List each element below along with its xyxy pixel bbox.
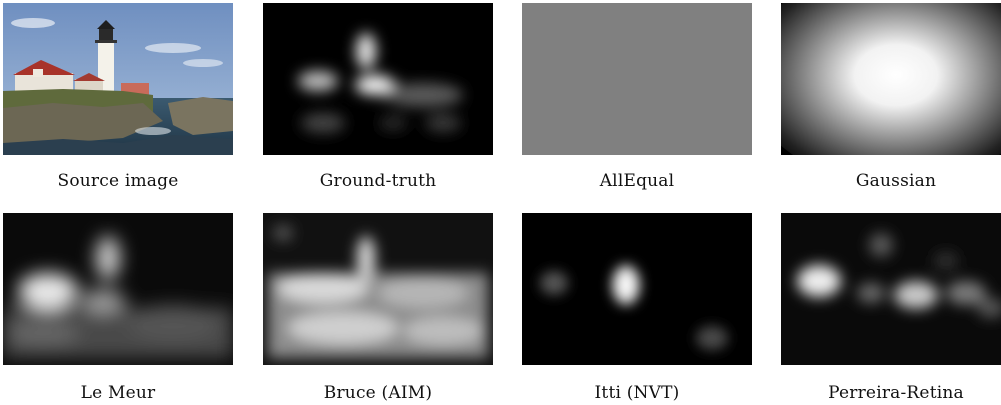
caption-le-meur: Le Meur (80, 383, 156, 403)
panel-itti: Itti (NVT) (522, 213, 752, 403)
panel-allequal: AllEqual (522, 3, 752, 191)
panel-perreira: Perreira-Retina (781, 213, 1001, 403)
saliency-map-perreira (781, 213, 1001, 365)
caption-bruce: Bruce (AIM) (323, 383, 433, 403)
source-image (3, 3, 233, 155)
panel-le-meur: Le Meur (3, 213, 233, 403)
lighthouse-photo (3, 3, 233, 155)
saliency-map-ground-truth (263, 3, 493, 155)
perreira-map (781, 213, 1001, 365)
saliency-map-allequal (522, 3, 752, 155)
saliency-map-bruce (263, 213, 493, 365)
panel-gaussian: Gaussian (781, 3, 1001, 191)
saliency-map-itti (522, 213, 752, 365)
itti-map (522, 213, 752, 365)
caption-source: Source image (57, 171, 179, 191)
panel-ground-truth: Ground-truth (263, 3, 493, 191)
caption-allequal: AllEqual (599, 171, 675, 191)
gaussian-map (781, 3, 1001, 155)
caption-perreira: Perreira-Retina (828, 383, 964, 403)
caption-gaussian: Gaussian (855, 171, 937, 191)
caption-itti: Itti (NVT) (594, 383, 680, 403)
ground-truth-map (263, 3, 493, 155)
panel-source: Source image (3, 3, 233, 191)
saliency-map-gaussian (781, 3, 1001, 155)
saliency-map-le-meur (3, 213, 233, 365)
allequal-map (522, 3, 752, 155)
bruce-map (263, 213, 493, 365)
le-meur-map (3, 213, 233, 365)
caption-ground-truth: Ground-truth (319, 171, 437, 191)
panel-bruce: Bruce (AIM) (263, 213, 493, 403)
